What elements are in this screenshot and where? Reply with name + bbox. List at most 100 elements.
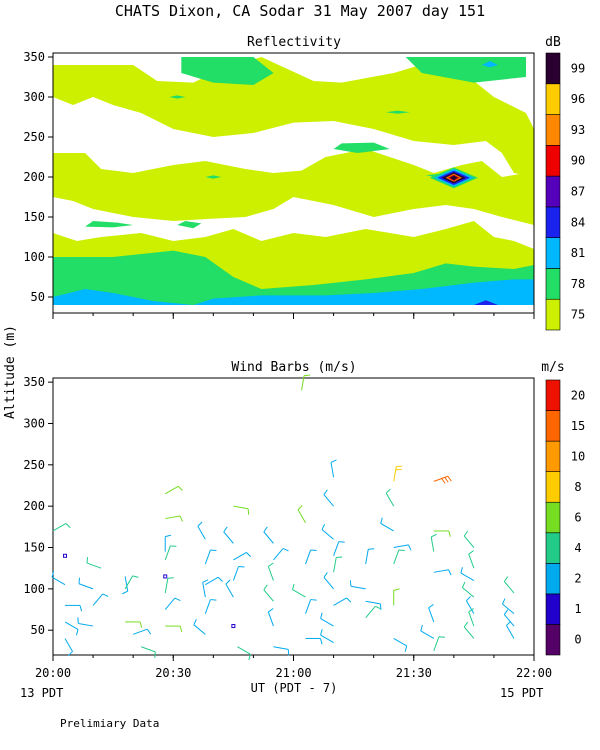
y-tick-label: 350 bbox=[23, 50, 45, 64]
colorbar-swatch bbox=[545, 114, 561, 146]
wind-barb bbox=[305, 549, 317, 565]
wind-barb bbox=[393, 465, 403, 482]
colorbar-label: 6 bbox=[574, 511, 581, 525]
wind-barb bbox=[393, 549, 405, 565]
wind-barb bbox=[273, 547, 289, 561]
reflectivity-title: Reflectivity bbox=[247, 35, 341, 50]
reflectivity-region bbox=[53, 149, 534, 225]
colorbar-swatch bbox=[545, 410, 561, 442]
wind-barb bbox=[197, 521, 206, 540]
wind-barb bbox=[333, 541, 345, 556]
x-tick-label: 21:30 bbox=[396, 666, 432, 680]
y-tick-label: 50 bbox=[31, 290, 45, 304]
wind-speed-colorbar-unit: m/s bbox=[541, 360, 564, 375]
colorbar-swatch bbox=[545, 83, 561, 115]
wind-barb bbox=[165, 625, 183, 632]
wind-barb bbox=[225, 579, 234, 598]
reflectivity-region bbox=[473, 300, 498, 305]
colorbar-swatch bbox=[545, 593, 561, 625]
wind-barb bbox=[141, 646, 156, 658]
wind-barbs-title: Wind Barbs (m/s) bbox=[231, 360, 356, 375]
y-tick-label: 100 bbox=[23, 582, 45, 596]
wind-barb bbox=[323, 489, 334, 507]
reflectivity-region bbox=[177, 221, 202, 229]
wind-barb bbox=[165, 515, 183, 522]
wind-barb bbox=[349, 580, 366, 590]
colorbar-swatch bbox=[545, 440, 561, 472]
colorbar-swatch bbox=[545, 268, 561, 300]
wind-barb bbox=[330, 459, 337, 478]
wind-barb bbox=[52, 523, 71, 532]
wind-barb bbox=[63, 553, 68, 558]
colorbar-swatch bbox=[545, 206, 561, 238]
reflectivity-colorbar: 75 78 81 84 87 90 93 96 99 bbox=[545, 52, 585, 331]
colorbar-swatch bbox=[545, 175, 561, 208]
wind-barb bbox=[460, 567, 475, 582]
wind-barb bbox=[51, 571, 66, 586]
wind-barb bbox=[193, 619, 206, 635]
wind-barb bbox=[233, 551, 251, 561]
colorbar-label: 93 bbox=[571, 123, 585, 137]
wind-barb bbox=[333, 597, 352, 606]
wind-barb bbox=[164, 545, 177, 561]
wind-barb bbox=[237, 646, 251, 661]
wind-barb bbox=[465, 596, 475, 614]
wind-barb bbox=[202, 579, 209, 598]
wind-barb bbox=[433, 530, 451, 537]
wind-barb bbox=[124, 575, 139, 590]
wind-barb bbox=[502, 598, 515, 615]
wind-barb bbox=[468, 550, 475, 569]
y-tick-label: 100 bbox=[23, 250, 45, 264]
preliminary-data-note: Prelimiary Data bbox=[60, 717, 159, 730]
y-tick-label: 300 bbox=[23, 90, 45, 104]
y-axis-label: Altitude (m) bbox=[3, 325, 18, 419]
wind-barb bbox=[65, 604, 83, 612]
y-tick-label: 250 bbox=[23, 458, 45, 472]
wind-barb bbox=[164, 485, 183, 495]
wind-barb bbox=[385, 488, 395, 507]
wind-barb bbox=[428, 603, 435, 623]
wind-barb bbox=[433, 636, 445, 652]
wind-speed-colorbar: 0 1 2 4 6 8 10 15 20 bbox=[545, 379, 585, 656]
reflectivity-contours bbox=[53, 57, 534, 305]
colorbar-swatch bbox=[545, 237, 561, 269]
wind-barb bbox=[380, 517, 394, 532]
wind-barb bbox=[305, 599, 317, 614]
wind-barb bbox=[420, 625, 435, 639]
wind-barb bbox=[468, 608, 475, 627]
wind-barb bbox=[323, 572, 334, 590]
wind-barb bbox=[320, 612, 334, 627]
wind-barb bbox=[92, 593, 109, 606]
x-axis-label: UT (PDT - 7) bbox=[251, 681, 338, 695]
wind-barb bbox=[86, 557, 102, 569]
wind-barb bbox=[263, 526, 274, 544]
wind-barb bbox=[273, 646, 290, 656]
reflectivity-region bbox=[385, 110, 410, 114]
wind-barb bbox=[393, 544, 412, 551]
reflectivity-region bbox=[53, 279, 534, 305]
colorbar-swatch bbox=[545, 471, 561, 503]
figure-title: CHATS Dixon, CA Sodar 31 May 2007 day 15… bbox=[115, 2, 485, 20]
colorbar-swatch bbox=[545, 298, 561, 331]
wind-barb bbox=[365, 548, 375, 565]
wind-barb bbox=[125, 621, 143, 628]
wind-barb bbox=[433, 569, 452, 576]
wind-barb bbox=[320, 629, 334, 644]
colorbar-label: 0 bbox=[574, 633, 581, 647]
colorbar-label: 87 bbox=[571, 185, 585, 199]
colorbar-label: 10 bbox=[571, 449, 585, 463]
colorbar-swatch bbox=[545, 563, 561, 595]
reflectivity-region bbox=[205, 175, 222, 179]
wind-barbs bbox=[51, 374, 515, 661]
x-tick-label: 22:00 bbox=[516, 666, 552, 680]
colorbar-label: 81 bbox=[571, 246, 585, 260]
wind-barbs-plot-area: 50 100 150 200 250 300 350 20:00 20:30 21:00 21:30… bbox=[23, 374, 552, 680]
wind-barb bbox=[204, 599, 217, 614]
y-tick-label: 150 bbox=[23, 541, 45, 555]
colorbar-label: 8 bbox=[574, 480, 581, 494]
reflectivity-region bbox=[449, 175, 458, 181]
y-tick-label: 300 bbox=[23, 416, 45, 430]
wind-barb bbox=[393, 588, 400, 606]
wind-barb bbox=[263, 584, 274, 602]
reflectivity-region bbox=[181, 57, 274, 85]
